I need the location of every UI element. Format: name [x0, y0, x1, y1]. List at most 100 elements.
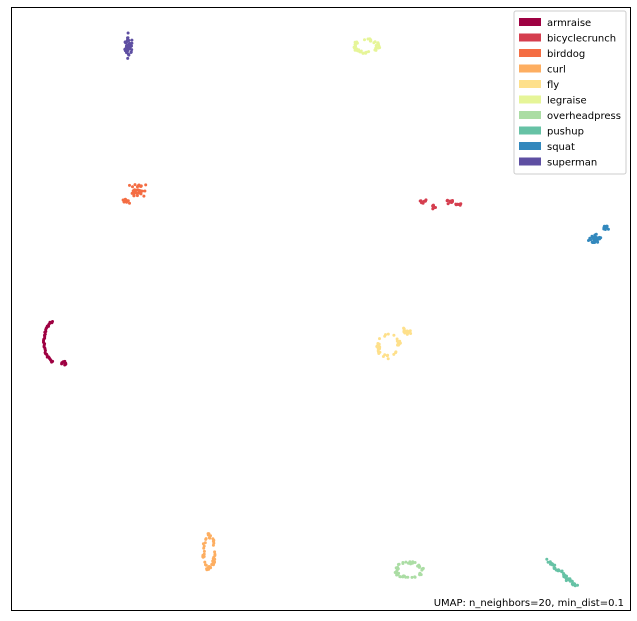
- series-superman: [123, 31, 134, 60]
- series-armraise: [42, 320, 68, 367]
- point-birddog: [133, 183, 137, 187]
- point-overheadpress: [401, 562, 405, 565]
- point-superman: [123, 47, 127, 51]
- legend-label-legraise: legraise: [547, 96, 587, 107]
- point-birddog: [138, 189, 142, 193]
- point-legraise: [369, 38, 373, 42]
- point-superman: [126, 36, 129, 40]
- point-legraise: [374, 46, 378, 50]
- point-birddog: [144, 183, 148, 187]
- point-curl: [203, 560, 207, 564]
- point-superman: [126, 31, 130, 35]
- legend: armraise bicyclecrunch birddog curl fly legra…: [513, 10, 627, 175]
- point-curl: [208, 536, 212, 540]
- point-bicyclecrunch: [420, 200, 424, 204]
- legend-swatch-armraise: [519, 18, 541, 26]
- legend-frame: [513, 10, 627, 175]
- legend-label-squat: squat: [547, 142, 575, 153]
- point-fly: [376, 349, 380, 353]
- legend-label-bicyclecrunch: bicyclecrunch: [547, 34, 616, 45]
- umap-params-annotation: UMAP: n_neighbors=20, min_dist=0.1: [434, 598, 624, 609]
- point-bicyclecrunch: [458, 202, 462, 206]
- point-squat: [589, 238, 593, 242]
- point-fly: [375, 345, 379, 348]
- legend-swatch-overheadpress: [519, 111, 541, 119]
- series-birddog: [121, 183, 148, 205]
- point-curl: [202, 544, 206, 548]
- point-fly: [396, 341, 400, 345]
- point-legraise: [352, 45, 356, 49]
- point-fly: [392, 333, 396, 337]
- point-bicyclecrunch: [446, 198, 449, 202]
- point-superman: [126, 44, 130, 48]
- point-overheadpress: [393, 571, 397, 574]
- point-curl: [204, 537, 208, 541]
- point-curl: [211, 543, 215, 547]
- point-legraise: [372, 41, 376, 45]
- legend-swatch-birddog: [519, 49, 541, 57]
- point-curl: [211, 559, 215, 563]
- legend-label-superman: superman: [547, 158, 597, 169]
- point-fly: [406, 331, 410, 335]
- point-fly: [396, 343, 400, 347]
- point-fly: [377, 342, 381, 346]
- point-legraise: [376, 46, 380, 50]
- point-fly: [378, 346, 382, 350]
- point-legraise: [357, 49, 361, 53]
- point-birddog: [121, 198, 125, 202]
- point-bicyclecrunch: [450, 199, 453, 203]
- series-squat: [587, 224, 610, 244]
- point-overheadpress: [413, 575, 417, 579]
- point-squat: [602, 225, 606, 229]
- point-bicyclecrunch: [424, 199, 427, 203]
- point-birddog: [133, 188, 136, 192]
- point-superman: [125, 51, 128, 55]
- point-pushup: [571, 583, 575, 587]
- point-curl: [204, 563, 207, 567]
- point-squat: [594, 235, 598, 239]
- point-birddog: [135, 194, 139, 198]
- point-fly: [403, 331, 407, 335]
- point-squat: [592, 236, 595, 240]
- point-curl: [213, 554, 217, 557]
- point-pushup: [553, 566, 557, 570]
- point-superman: [125, 40, 129, 44]
- point-bicyclecrunch: [454, 203, 458, 207]
- point-overheadpress: [396, 563, 400, 566]
- point-fly: [392, 352, 396, 356]
- legend-swatch-legraise: [519, 95, 541, 104]
- point-legraise: [374, 44, 378, 48]
- point-overheadpress: [406, 575, 410, 579]
- legend-label-pushup: pushup: [547, 127, 584, 138]
- point-fly: [402, 326, 406, 330]
- point-overheadpress: [418, 573, 422, 577]
- point-legraise: [353, 40, 357, 44]
- legend-swatch-fly: [519, 80, 541, 88]
- series-legraise: [352, 37, 382, 55]
- point-pushup: [560, 569, 564, 573]
- point-fly: [386, 357, 390, 361]
- point-curl: [213, 550, 217, 554]
- legend-swatch-pushup: [519, 126, 541, 135]
- point-legraise: [362, 51, 366, 55]
- point-superman: [130, 38, 134, 42]
- point-overheadpress: [408, 560, 412, 564]
- point-overheadpress: [420, 568, 424, 572]
- point-pushup: [565, 574, 568, 578]
- point-armraise: [51, 359, 55, 363]
- point-legraise: [363, 38, 366, 42]
- point-curl: [202, 549, 206, 553]
- point-legraise: [359, 49, 363, 53]
- point-birddog: [130, 191, 134, 195]
- point-legraise: [367, 50, 371, 54]
- point-overheadpress: [396, 567, 399, 571]
- point-birddog: [139, 192, 143, 196]
- point-overheadpress: [411, 560, 415, 564]
- point-birddog: [128, 183, 131, 187]
- point-legraise: [376, 42, 380, 46]
- point-fly: [403, 329, 407, 333]
- point-overheadpress: [413, 561, 417, 564]
- legend-label-fly: fly: [547, 80, 559, 91]
- legend-label-armraise: armraise: [547, 18, 591, 29]
